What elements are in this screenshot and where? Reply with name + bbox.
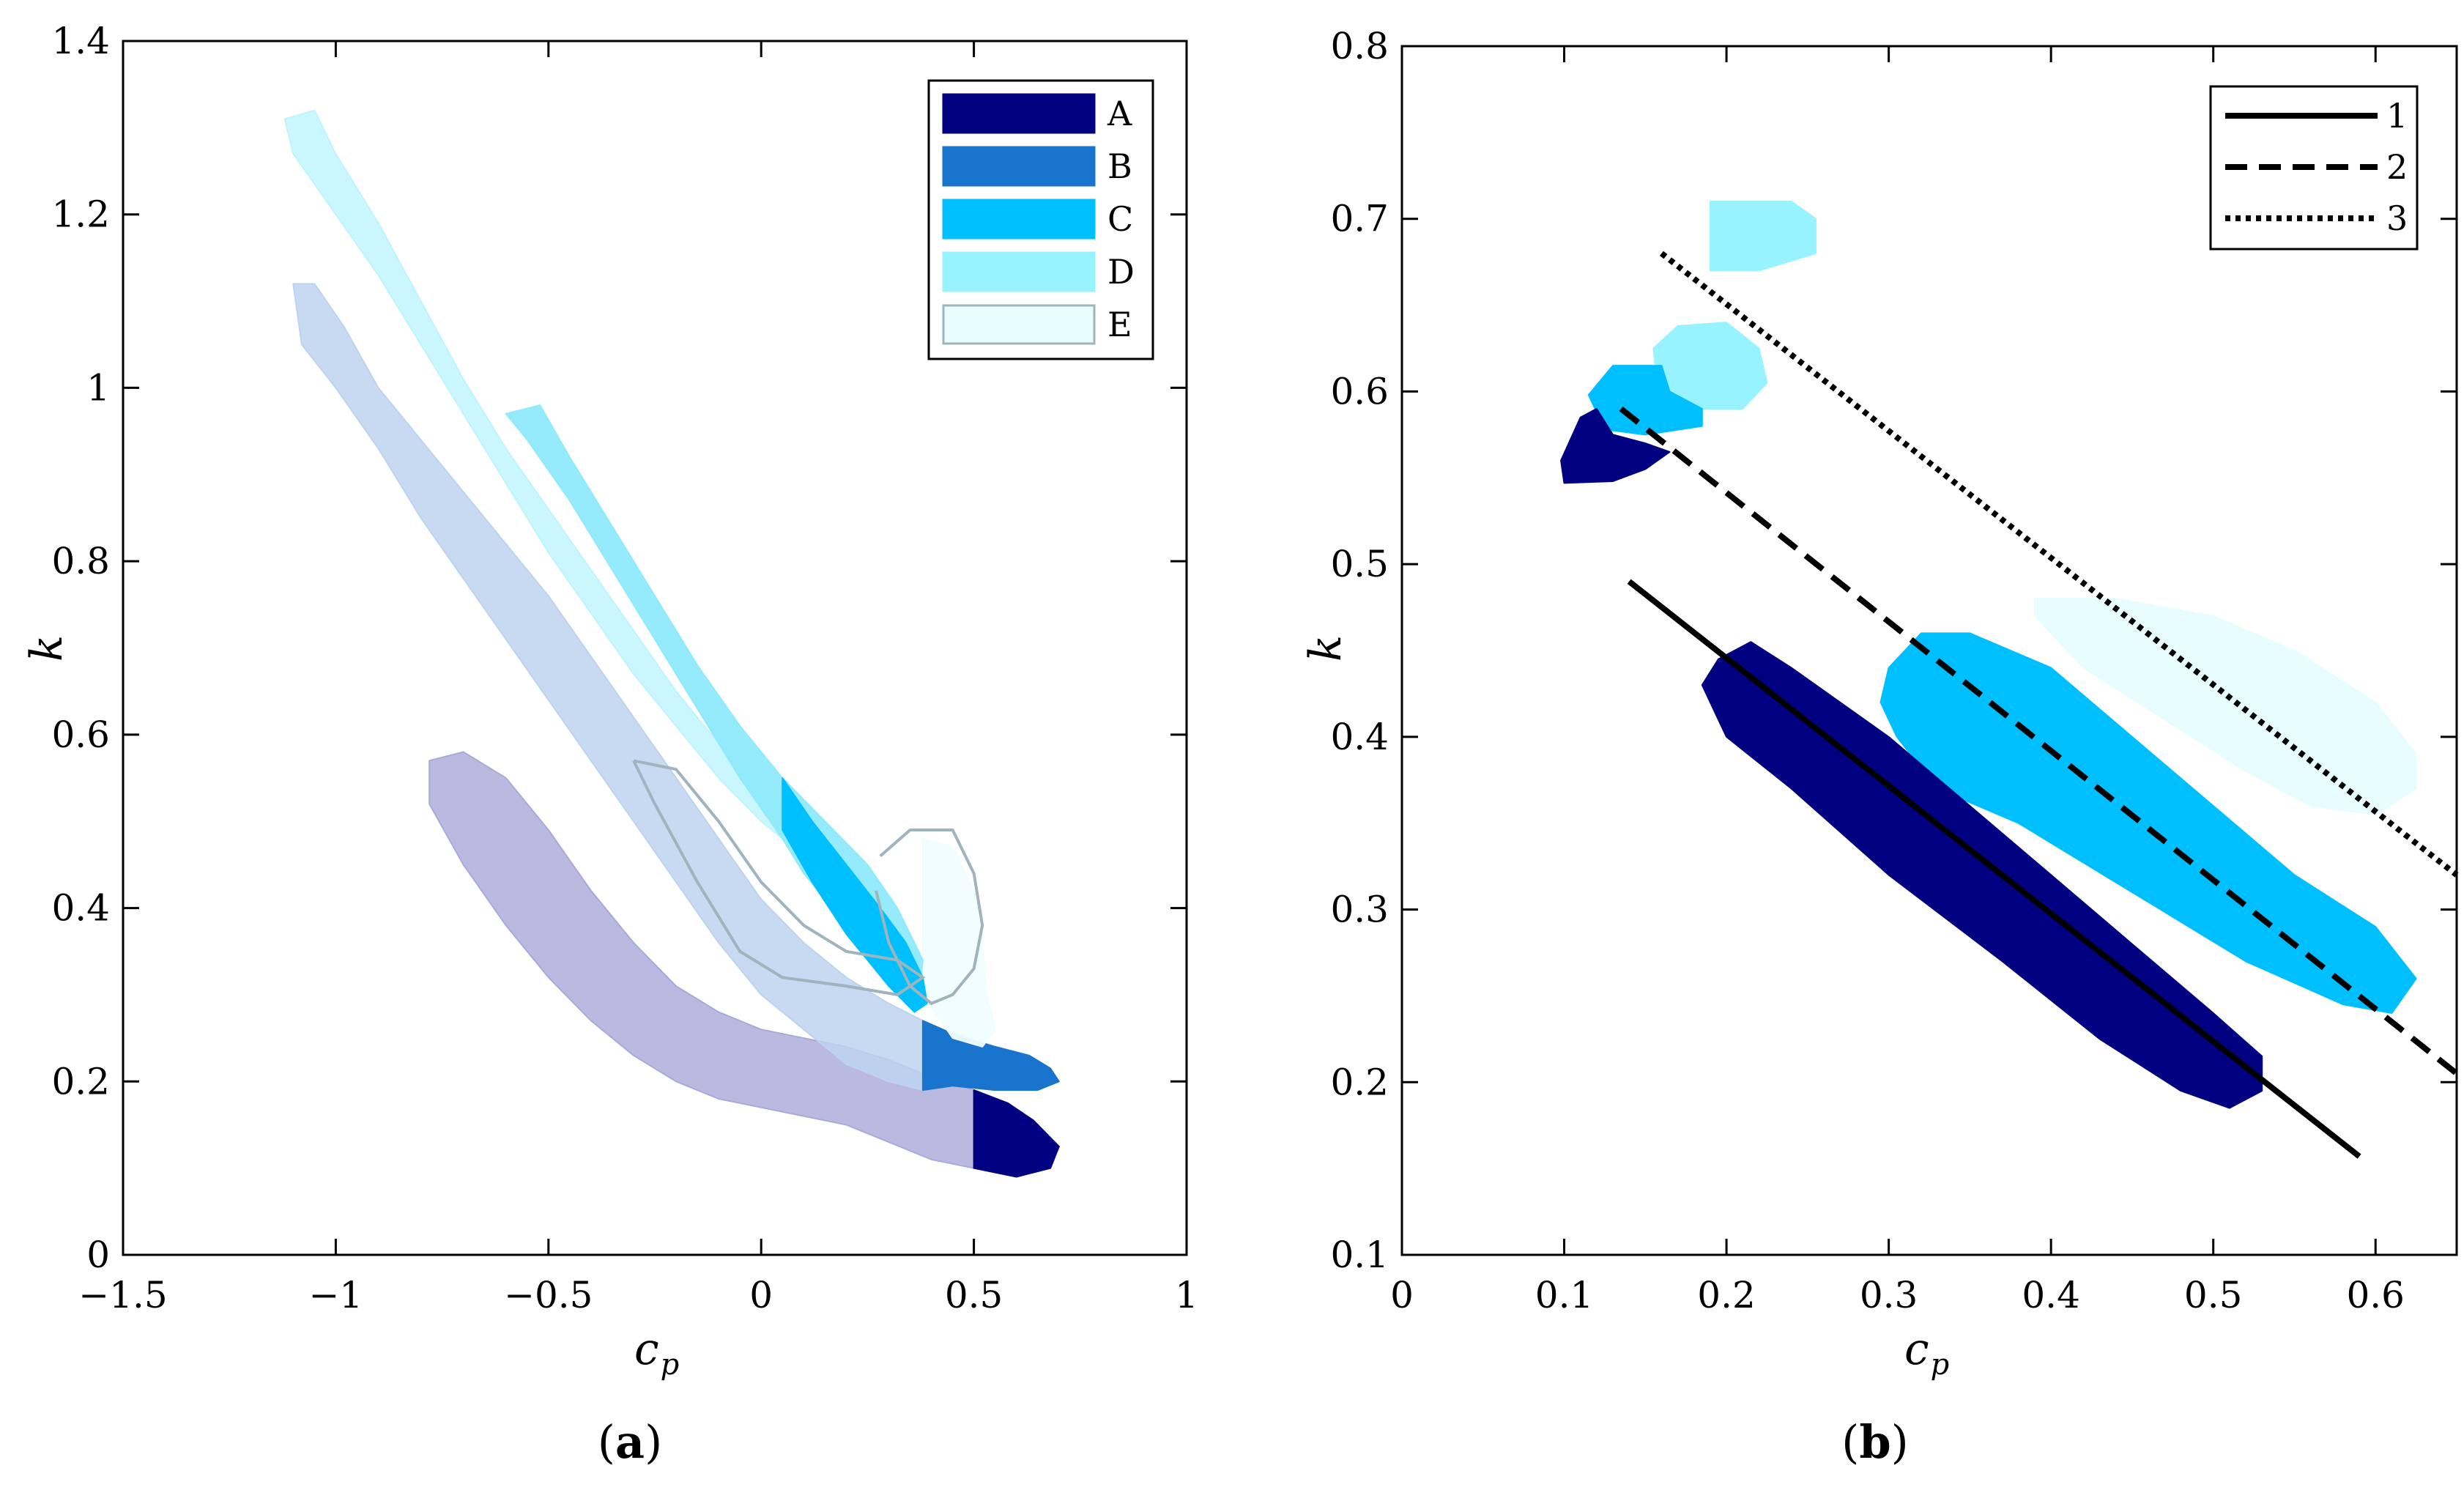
x-tick-label: 0.5 bbox=[945, 1274, 1003, 1316]
region-E-outline-2 bbox=[875, 829, 984, 1006]
panel-b-legend: 1 2 3 bbox=[2209, 85, 2419, 251]
panel-a-axes-box bbox=[122, 40, 1188, 1256]
x-tick-label: 0.3 bbox=[1860, 1274, 1918, 1316]
x-tick-label: −1.5 bbox=[78, 1274, 167, 1316]
panel-a: −1.5 −1 −0.5 0 0.5 1 0 0.2 0.4 0.6 0.8 1 1.2 1.4 ABCD… bbox=[21, 20, 1198, 1469]
legend-swatch-D bbox=[942, 251, 1096, 292]
legend-swatch-E bbox=[942, 304, 1096, 345]
x-tick-label: −1 bbox=[309, 1274, 363, 1316]
legend-label-D: D bbox=[1107, 252, 1135, 292]
panel-b-label: (b) bbox=[1841, 1415, 1909, 1469]
y-tick-label: 0.1 bbox=[1330, 1234, 1389, 1276]
x-tick-label: 0.1 bbox=[1535, 1274, 1594, 1316]
y-tick-label: 0.8 bbox=[1330, 25, 1389, 67]
line-3 bbox=[1659, 251, 2459, 878]
line-1 bbox=[1627, 579, 2361, 1159]
region-C1 bbox=[1587, 365, 1703, 436]
x-tick-label: 0.2 bbox=[1697, 1274, 1756, 1316]
legend-label-B: B bbox=[1107, 147, 1132, 186]
panel-b-axes-box bbox=[1400, 45, 2458, 1256]
region-C bbox=[782, 777, 928, 1013]
panel-a-ticks: −1.5 −1 −0.5 0 0.5 1 0 0.2 0.4 0.6 0.8 1 1.2 1.4 bbox=[51, 20, 1198, 1316]
legend-swatch-C bbox=[942, 199, 1096, 240]
y-tick-label: 1 bbox=[86, 366, 110, 409]
region-E bbox=[921, 837, 996, 1048]
legend-label-A: A bbox=[1107, 94, 1132, 133]
panel-a-ylabel: k bbox=[21, 635, 73, 661]
legend-label-C: C bbox=[1107, 199, 1133, 239]
x-tick-label: 1 bbox=[1175, 1274, 1198, 1316]
region-A2 bbox=[1701, 641, 2263, 1109]
region-E-outline-1 bbox=[632, 759, 926, 997]
region-E bbox=[2034, 598, 2417, 815]
region-D-light bbox=[283, 109, 784, 839]
legend-label-E: E bbox=[1107, 305, 1132, 344]
panel-b-lines bbox=[1619, 251, 2459, 1159]
panel-b-ticks: 0 0.1 0.2 0.3 0.4 0.5 0.60.10.20.30.40.50.60.7… bbox=[1330, 25, 2457, 1316]
legend-swatch-B bbox=[942, 146, 1096, 187]
y-tick-label: 0.2 bbox=[1330, 1061, 1389, 1103]
y-tick-label: 1.2 bbox=[51, 193, 110, 236]
region-D1 bbox=[1709, 201, 1817, 272]
y-tick-label: 0.7 bbox=[1330, 198, 1389, 240]
y-tick-label: 0.4 bbox=[51, 887, 110, 930]
y-tick-label: 1.4 bbox=[51, 20, 110, 62]
panel-a-regions bbox=[283, 109, 1060, 1178]
line-2 bbox=[1619, 406, 2459, 1076]
y-tick-label: 0.6 bbox=[51, 714, 110, 756]
region-A1 bbox=[1560, 408, 1671, 484]
x-tick-label: 0.4 bbox=[2022, 1274, 2080, 1316]
y-tick-label: 0.2 bbox=[51, 1060, 110, 1102]
x-tick-label: 0 bbox=[749, 1274, 773, 1316]
y-tick-label: 0.4 bbox=[1330, 716, 1389, 758]
legend-label-2: 2 bbox=[2386, 147, 2408, 187]
x-tick-label: −0.5 bbox=[504, 1274, 593, 1316]
panel-b-xlabel: cp bbox=[1904, 1324, 1949, 1382]
panel-b-ylabel: k bbox=[1300, 635, 1351, 661]
y-tick-label: 0.8 bbox=[51, 540, 110, 582]
y-tick-label: 0.5 bbox=[1330, 543, 1389, 585]
panel-a-xlabel: cp bbox=[634, 1324, 679, 1382]
y-tick-label: 0.3 bbox=[1330, 889, 1389, 931]
y-tick-label: 0 bbox=[86, 1234, 110, 1276]
legend-label-3: 3 bbox=[2386, 199, 2408, 238]
legend-swatch-A bbox=[942, 93, 1096, 134]
panel-b-regions bbox=[1560, 201, 2417, 1109]
x-tick-label: 0.6 bbox=[2346, 1274, 2405, 1316]
panel-a-label: (a) bbox=[598, 1415, 663, 1469]
x-tick-label: 0 bbox=[1390, 1274, 1414, 1316]
panel-b: 0 0.1 0.2 0.3 0.4 0.5 0.60.10.20.30.40.50.60.7… bbox=[1300, 25, 2459, 1469]
y-tick-label: 0.6 bbox=[1330, 370, 1389, 412]
legend-label-1: 1 bbox=[2386, 96, 2408, 136]
x-tick-label: 0.5 bbox=[2184, 1274, 2243, 1316]
region-A bbox=[973, 1089, 1060, 1178]
